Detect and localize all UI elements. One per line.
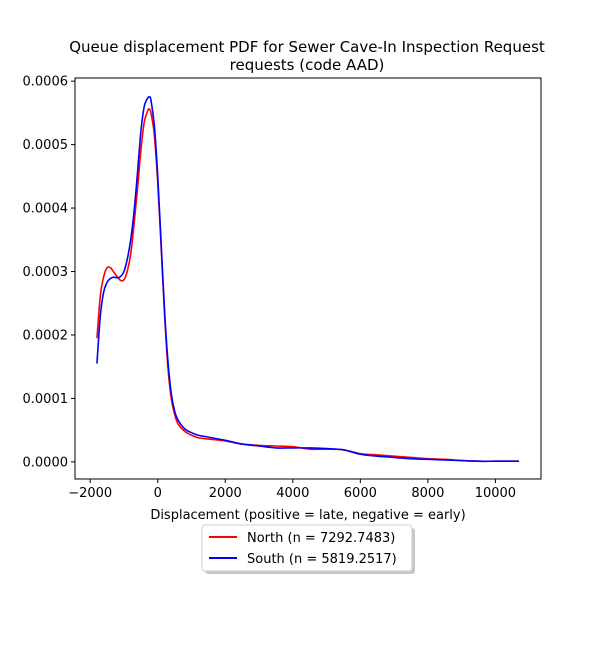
x-tick-label: −2000 [68, 486, 112, 501]
x-tick-label: 2000 [209, 486, 242, 501]
series-line-south [96, 96, 520, 463]
legend: North (n = 7292.7483) South (n = 5819.25… [201, 524, 415, 574]
chart-title-line-1: Queue displacement PDF for Sewer Cave-In… [69, 38, 545, 56]
axes-background [75, 78, 541, 479]
x-tick-label: 8000 [411, 486, 444, 501]
y-tick-label: 0.0000 [23, 455, 69, 470]
x-axis: −2000 0 2000 4000 6000 8000 10000 [68, 479, 516, 501]
legend-label-south: South (n = 5819.2517) [247, 552, 397, 567]
x-axis-label: Displacement (positive = late, negative … [150, 508, 465, 523]
x-tick-label: 10000 [475, 486, 516, 501]
chart-title-line-2: requests (code AAD) [230, 56, 385, 74]
series-layer [96, 96, 520, 463]
y-tick-label: 0.0003 [23, 265, 69, 280]
y-tick-label: 0.0005 [23, 138, 69, 153]
legend-box [201, 524, 413, 572]
x-tick-label: 0 [154, 486, 162, 501]
series-line-north [96, 108, 520, 463]
x-tick-label: 6000 [344, 486, 377, 501]
y-tick-label: 0.0002 [23, 328, 69, 343]
plot-area: −2000 0 2000 4000 6000 8000 10000 0.0000 0.0001… [23, 75, 542, 501]
y-tick-label: 0.0004 [23, 202, 69, 217]
axes-frame [74, 77, 542, 480]
y-axis: 0.0000 0.0001 0.0002 0.0003 0.0004 0.0005 0.00… [23, 75, 75, 470]
y-tick-label: 0.0001 [23, 392, 69, 407]
legend-label-north: North (n = 7292.7483) [247, 531, 395, 546]
x-tick-label: 4000 [276, 486, 309, 501]
y-tick-label: 0.0006 [23, 75, 69, 90]
